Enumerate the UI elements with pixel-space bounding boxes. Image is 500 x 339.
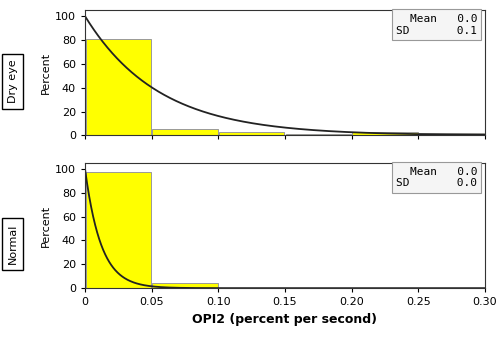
Text: Mean   0.0
SD       0.0: Mean 0.0 SD 0.0 bbox=[396, 167, 477, 188]
Y-axis label: Percent: Percent bbox=[41, 204, 51, 246]
Text: Normal: Normal bbox=[8, 224, 18, 264]
Bar bbox=[86, 173, 151, 288]
Bar bbox=[352, 132, 418, 135]
Bar bbox=[286, 134, 351, 135]
Y-axis label: Percent: Percent bbox=[41, 52, 51, 94]
X-axis label: OPI2 (percent per second): OPI2 (percent per second) bbox=[192, 313, 378, 326]
Text: Dry eye: Dry eye bbox=[8, 60, 18, 103]
Bar bbox=[419, 133, 484, 135]
Bar bbox=[86, 39, 151, 135]
Bar bbox=[152, 283, 218, 288]
Bar bbox=[219, 132, 284, 135]
Text: Mean   0.0
SD       0.1: Mean 0.0 SD 0.1 bbox=[396, 14, 477, 36]
Bar bbox=[152, 129, 218, 135]
